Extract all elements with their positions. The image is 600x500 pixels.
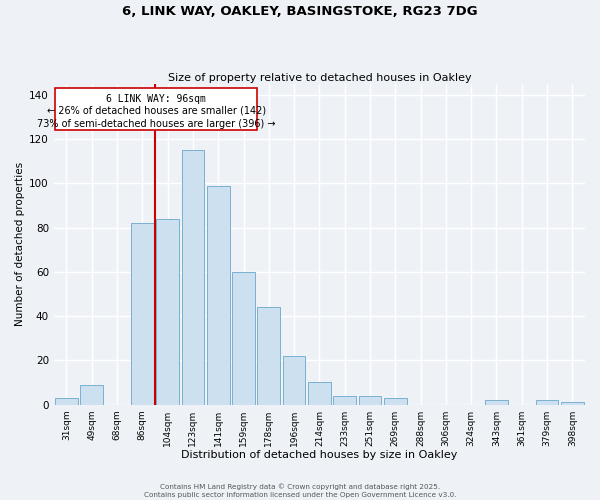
- Bar: [384, 398, 407, 404]
- Bar: [561, 402, 584, 404]
- FancyBboxPatch shape: [55, 88, 257, 130]
- Text: 6, LINK WAY, OAKLEY, BASINGSTOKE, RG23 7DG: 6, LINK WAY, OAKLEY, BASINGSTOKE, RG23 7…: [122, 5, 478, 18]
- Bar: [257, 307, 280, 404]
- Text: ← 26% of detached houses are smaller (142): ← 26% of detached houses are smaller (14…: [47, 106, 266, 116]
- Bar: [182, 150, 204, 405]
- Bar: [80, 384, 103, 404]
- Bar: [359, 396, 382, 404]
- Bar: [334, 396, 356, 404]
- Text: 6 LINK WAY: 96sqm: 6 LINK WAY: 96sqm: [106, 94, 206, 104]
- Bar: [283, 356, 305, 405]
- Bar: [55, 398, 78, 404]
- Bar: [308, 382, 331, 404]
- Bar: [207, 186, 230, 404]
- Text: 73% of semi-detached houses are larger (396) →: 73% of semi-detached houses are larger (…: [37, 119, 275, 129]
- X-axis label: Distribution of detached houses by size in Oakley: Distribution of detached houses by size …: [181, 450, 458, 460]
- Text: Contains HM Land Registry data © Crown copyright and database right 2025.
Contai: Contains HM Land Registry data © Crown c…: [144, 484, 456, 498]
- Bar: [536, 400, 559, 404]
- Bar: [131, 223, 154, 404]
- Y-axis label: Number of detached properties: Number of detached properties: [15, 162, 25, 326]
- Bar: [485, 400, 508, 404]
- Bar: [232, 272, 255, 404]
- Bar: [156, 218, 179, 404]
- Title: Size of property relative to detached houses in Oakley: Size of property relative to detached ho…: [167, 73, 471, 83]
